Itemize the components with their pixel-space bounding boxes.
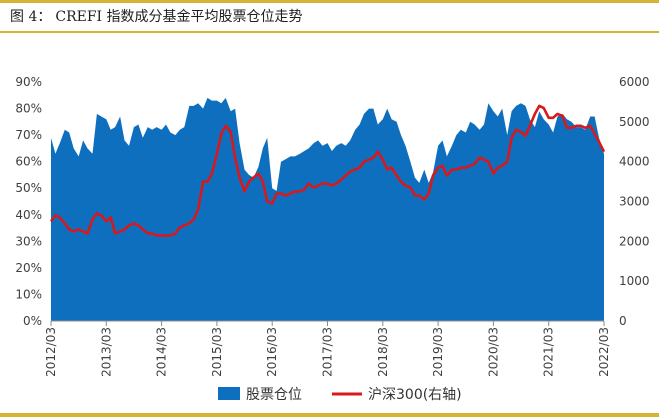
- y-right-tick-label: 5000: [619, 115, 650, 129]
- x-tick-label: 2018/03: [376, 327, 390, 377]
- x-tick-label: 2015/03: [210, 327, 224, 377]
- title-rule: [0, 31, 659, 33]
- y-left-tick-label: 90%: [15, 75, 42, 89]
- y-left-tick-label: 10%: [15, 287, 42, 301]
- x-tick-label: 2014/03: [155, 327, 169, 377]
- top-rule: [0, 0, 659, 3]
- y-left-tick-label: 20%: [15, 261, 42, 275]
- x-tick-label: 2022/03: [597, 327, 611, 377]
- y-right-tick-label: 0: [619, 314, 627, 328]
- legend-label-stock-position: 股票仓位: [246, 387, 302, 403]
- y-left-tick-label: 0%: [23, 314, 42, 328]
- y-right-tick-label: 6000: [619, 75, 650, 89]
- figure-title: 图 4： CREFI 指数成分基金平均股票仓位走势: [10, 6, 303, 26]
- x-tick-label: 2012/03: [44, 327, 58, 377]
- area-series-stock-position: [51, 97, 604, 322]
- y-right-tick-label: 4000: [619, 155, 650, 169]
- legend-swatch-stock-position: [218, 387, 240, 400]
- y-left-tick-label: 40%: [15, 208, 42, 222]
- x-tick-label: 2017/03: [321, 327, 335, 377]
- figure-title-text: CREFI 指数成分基金平均股票仓位走势: [55, 9, 303, 25]
- x-tick-label: 2016/03: [265, 327, 279, 377]
- y-left-tick-label: 60%: [15, 155, 42, 169]
- y-left-tick-label: 80%: [15, 102, 42, 116]
- y-right-tick-label: 1000: [619, 274, 650, 288]
- x-tick-label: 2013/03: [99, 327, 113, 377]
- y-left-tick-label: 30%: [15, 234, 42, 248]
- y-left-tick-label: 50%: [15, 181, 42, 195]
- legend-label-csi300: 沪深300(右轴): [368, 387, 462, 403]
- line-series-csi300: [49, 104, 606, 237]
- y-right-tick-label: 2000: [619, 234, 650, 248]
- figure-label: 图 4：: [10, 9, 52, 25]
- x-tick-label: 2021/03: [542, 327, 556, 377]
- bottom-rule: [0, 413, 659, 417]
- x-tick-label: 2019/03: [431, 327, 445, 377]
- y-right-tick-label: 3000: [619, 195, 650, 209]
- y-left-tick-label: 70%: [15, 128, 42, 142]
- x-tick-label: 2020/03: [486, 327, 500, 377]
